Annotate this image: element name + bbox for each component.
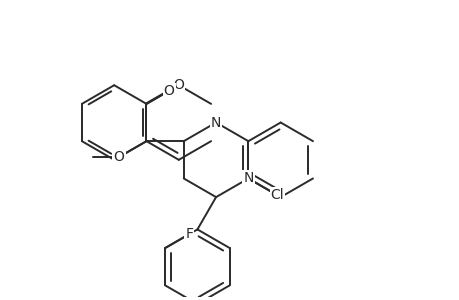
- Text: N: N: [210, 116, 221, 130]
- Text: N: N: [243, 172, 253, 185]
- Text: Cl: Cl: [270, 188, 284, 202]
- Text: O: O: [113, 150, 124, 164]
- Text: O: O: [163, 84, 174, 98]
- Text: O: O: [173, 78, 184, 92]
- Text: F: F: [185, 227, 193, 241]
